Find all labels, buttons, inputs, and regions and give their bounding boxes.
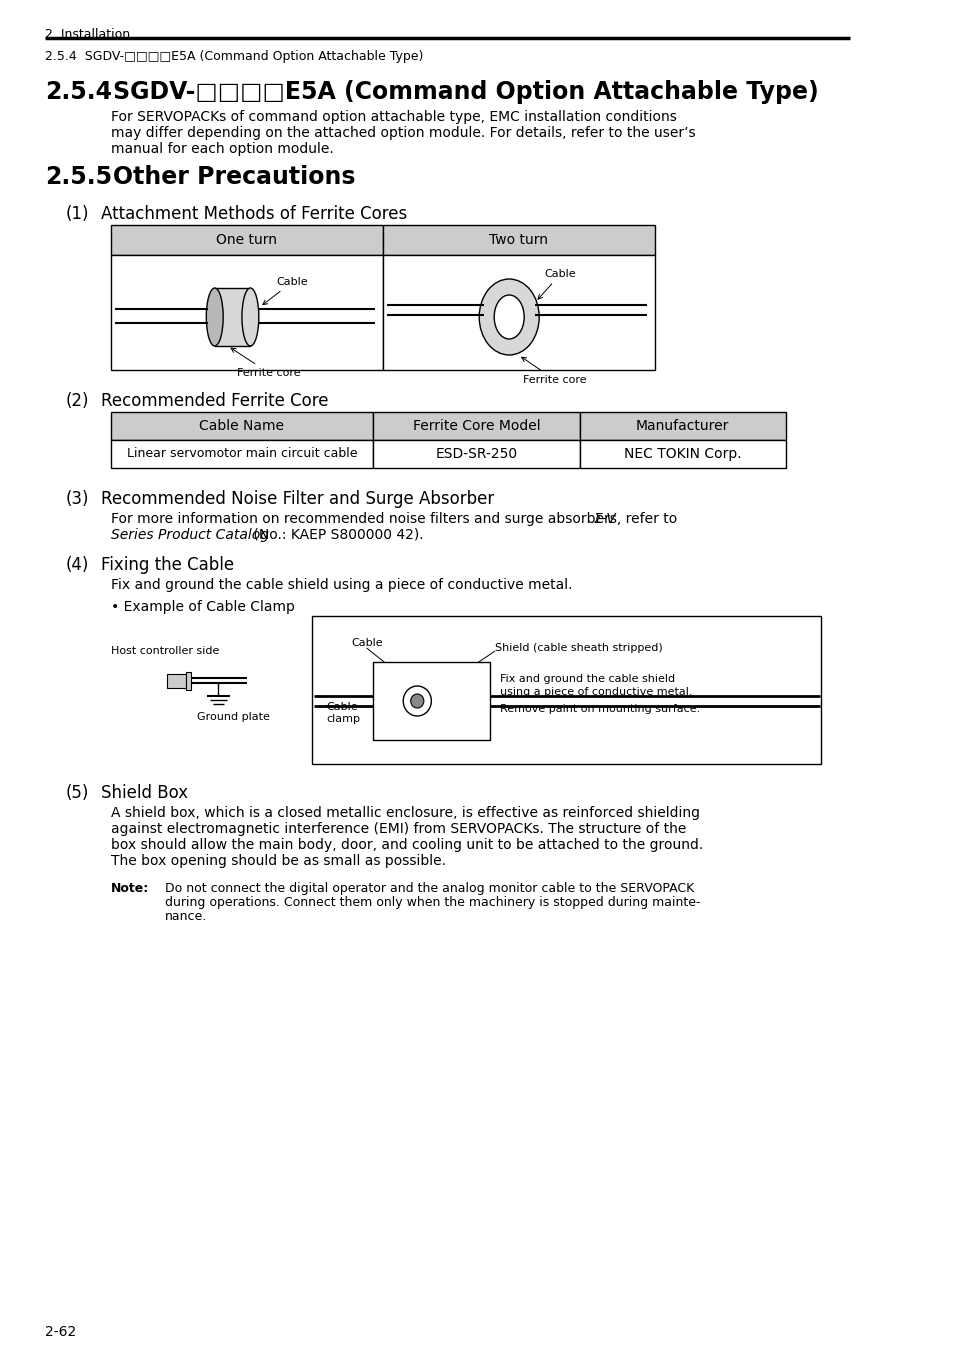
Text: manual for each option module.: manual for each option module. [111, 142, 333, 155]
Text: (1): (1) [66, 206, 89, 223]
Bar [578, 412, 785, 439]
Text: clamp: clamp [326, 714, 360, 725]
Text: against electromagnetic interference (EMI) from SERVOPACKs. The structure of the: against electromagnetic interference (EM… [111, 822, 685, 836]
Text: NEC TOKIN Corp.: NEC TOKIN Corp. [623, 448, 740, 461]
Bar [167, 675, 186, 688]
Text: Linear servomotor main circuit cable: Linear servomotor main circuit cable [127, 448, 356, 460]
Text: • Example of Cable Clamp: • Example of Cable Clamp [111, 600, 294, 614]
Text: 2  Installation: 2 Installation [45, 28, 130, 41]
Text: Series Product Catalog: Series Product Catalog [111, 529, 269, 542]
Bar [111, 256, 382, 370]
Text: (2): (2) [66, 392, 89, 410]
Text: For more information on recommended noise filters and surge absorbers, refer to: For more information on recommended nois… [111, 512, 680, 526]
Text: 2-62: 2-62 [45, 1325, 76, 1338]
Text: Ferrite Core Model: Ferrite Core Model [412, 419, 539, 433]
Text: A shield box, which is a closed metallic enclosure, is effective as reinforced s: A shield box, which is a closed metallic… [111, 806, 699, 821]
Bar [312, 617, 821, 764]
Bar [382, 224, 654, 256]
Text: For SERVOPACKs of command option attachable type, EMC installation conditions: For SERVOPACKs of command option attacha… [111, 110, 676, 124]
Text: 2.5.4  SGDV-□□□□E5A (Command Option Attachable Type): 2.5.4 SGDV-□□□□E5A (Command Option Attac… [45, 50, 423, 64]
Text: may differ depending on the attached option module. For details, refer to the us: may differ depending on the attached opt… [111, 126, 695, 141]
Text: Remove paint on mounting surface.: Remove paint on mounting surface. [499, 704, 700, 714]
Bar [111, 439, 373, 468]
Text: during operations. Connect them only when the machinery is stopped during mainte: during operations. Connect them only whe… [165, 896, 700, 909]
Text: Cable: Cable [352, 638, 383, 648]
Text: ESD-SR-250: ESD-SR-250 [435, 448, 517, 461]
Text: Host controller side: Host controller side [111, 646, 219, 656]
Bar [373, 412, 578, 439]
Text: Ferrite core: Ferrite core [521, 357, 586, 385]
Text: Fix and ground the cable shield using a piece of conductive metal.: Fix and ground the cable shield using a … [111, 579, 572, 592]
Text: Cable: Cable [262, 277, 308, 304]
Ellipse shape [478, 279, 538, 356]
Text: Two turn: Two turn [489, 233, 547, 247]
Text: Attachment Methods of Ferrite Cores: Attachment Methods of Ferrite Cores [101, 206, 407, 223]
Text: The box opening should be as small as possible.: The box opening should be as small as po… [111, 854, 445, 868]
Ellipse shape [242, 288, 258, 346]
Text: Σ-V: Σ-V [593, 512, 616, 526]
Ellipse shape [206, 288, 223, 346]
Text: Other Precautions: Other Precautions [112, 165, 355, 189]
Text: Note:: Note: [111, 882, 149, 895]
Bar [186, 672, 192, 690]
Bar [111, 412, 373, 439]
Text: 2.5.5: 2.5.5 [45, 165, 112, 189]
Text: Ground plate: Ground plate [196, 713, 270, 722]
Text: Do not connect the digital operator and the analog monitor cable to the SERVOPAC: Do not connect the digital operator and … [165, 882, 694, 895]
Text: Ferrite core: Ferrite core [231, 347, 300, 379]
Ellipse shape [411, 694, 423, 708]
Text: (3): (3) [66, 489, 89, 508]
Text: (5): (5) [66, 784, 89, 802]
Bar [373, 662, 490, 740]
Bar [111, 224, 382, 256]
Text: Cable: Cable [537, 269, 576, 299]
Text: Manufacturer: Manufacturer [636, 419, 729, 433]
Text: Cable: Cable [326, 702, 357, 713]
Bar [382, 256, 654, 370]
Text: Recommended Noise Filter and Surge Absorber: Recommended Noise Filter and Surge Absor… [101, 489, 494, 508]
Text: Cable Name: Cable Name [199, 419, 284, 433]
Text: nance.: nance. [165, 910, 207, 923]
Text: SGDV-□□□□E5A (Command Option Attachable Type): SGDV-□□□□E5A (Command Option Attachable … [112, 80, 818, 104]
Bar [578, 439, 785, 468]
Text: Fixing the Cable: Fixing the Cable [101, 556, 234, 575]
Text: Recommended Ferrite Core: Recommended Ferrite Core [101, 392, 329, 410]
Text: Shield Box: Shield Box [101, 784, 188, 802]
Bar [214, 288, 250, 346]
Text: Fix and ground the cable shield: Fix and ground the cable shield [499, 675, 674, 684]
Text: box should allow the main body, door, and cooling unit to be attached to the gro: box should allow the main body, door, an… [111, 838, 702, 852]
Ellipse shape [494, 295, 523, 339]
Text: (No.: KAEP S800000 42).: (No.: KAEP S800000 42). [249, 529, 424, 542]
Bar [373, 439, 578, 468]
Text: Shield (cable sheath stripped): Shield (cable sheath stripped) [495, 644, 662, 653]
Text: (4): (4) [66, 556, 89, 575]
Text: using a piece of conductive metal.: using a piece of conductive metal. [499, 687, 692, 698]
Text: One turn: One turn [216, 233, 276, 247]
Text: 2.5.4: 2.5.4 [45, 80, 112, 104]
Ellipse shape [403, 685, 431, 717]
